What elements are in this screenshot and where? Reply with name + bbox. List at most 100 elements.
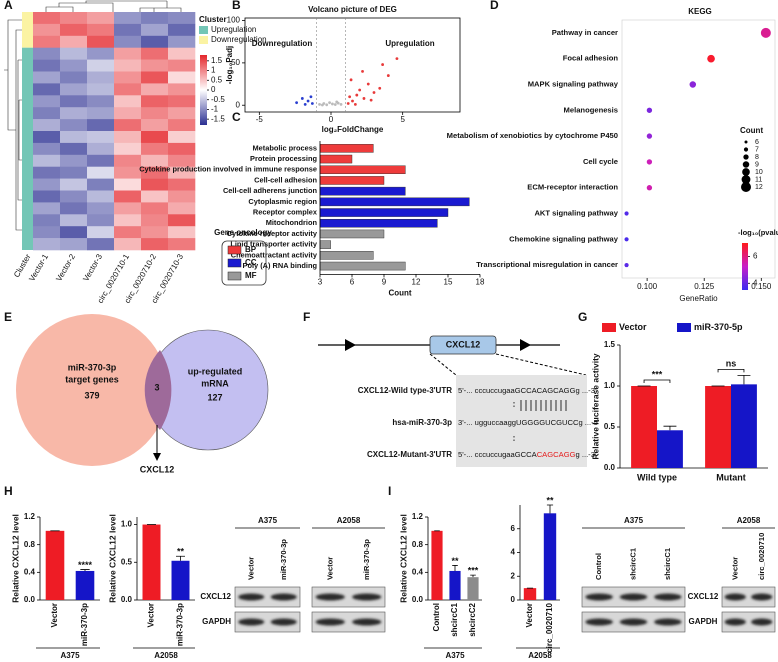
heatmap-cell <box>87 119 115 132</box>
venn-result: CXCL12 <box>140 464 175 474</box>
lane-label: miR-370-3p <box>279 539 288 580</box>
category-label: Metabolism of xenobiotics by cytochrome … <box>447 131 618 140</box>
legend-title: Cluster <box>199 15 227 24</box>
category-label: Pathway in cancer <box>552 28 618 37</box>
legend-label: miR-370-5p <box>694 322 743 332</box>
x-tick-label: circ_0020710 <box>545 602 554 652</box>
blot-row-label: CXCL12 <box>688 592 719 601</box>
y-tick-label: 0.0 <box>24 595 36 604</box>
heatmap-cell <box>33 202 61 215</box>
base-pairing <box>513 400 567 441</box>
error-bar <box>737 374 751 385</box>
point <box>318 102 321 106</box>
lane-label: circ_0020710 <box>757 533 766 580</box>
y-tick-label: 4 <box>511 548 516 557</box>
heatmap-cell <box>168 12 196 25</box>
point <box>381 63 384 66</box>
y-tick-label: 0.5 <box>604 422 616 431</box>
category-label: AKT signaling pathway <box>534 209 618 218</box>
heatmap-cell <box>60 83 88 96</box>
gene-arrow <box>345 339 356 351</box>
panel-letter: I <box>388 484 391 498</box>
size-legend-dot <box>743 147 749 152</box>
heatmap-cell <box>33 226 61 239</box>
point <box>395 57 399 61</box>
point <box>372 91 376 94</box>
heatmap-cell <box>141 35 169 48</box>
colorbar-label: -0.5 <box>211 95 225 104</box>
x-tick-label: 0 <box>329 115 334 124</box>
gene-arrow <box>520 339 531 351</box>
venn-right-label: mRNA <box>201 378 229 388</box>
point <box>346 102 350 105</box>
colorbar-label: -1 <box>211 105 219 114</box>
heatmap-cell <box>87 95 115 108</box>
heatmap-cell <box>168 178 196 191</box>
heatmap-cell <box>87 154 115 167</box>
bar <box>319 261 406 271</box>
lane-label: shcircC1 <box>663 547 672 580</box>
category-label: Cell-cell adherens junction <box>223 186 318 195</box>
category-label: Poly (A) RNA binding <box>243 261 318 270</box>
point <box>369 98 373 102</box>
heatmap-cell <box>33 12 61 25</box>
annotation: Upregulation <box>385 39 434 48</box>
dot <box>760 27 771 38</box>
heatmap-cell <box>168 202 196 215</box>
venn-left <box>16 314 168 466</box>
blot-background <box>721 611 776 633</box>
row-dendrogram <box>4 19 22 231</box>
y-tick-label: 1.0 <box>121 520 133 529</box>
plot-frame <box>621 19 776 279</box>
category-label: Cytokine production involved in immune r… <box>139 165 317 174</box>
heatmap-cell <box>87 59 115 72</box>
heatmap-cell <box>168 142 196 156</box>
heatmap-cell <box>114 71 142 84</box>
sequence-label: hsa-miR-370-3p <box>392 418 452 427</box>
legend-label: Vector <box>619 322 647 332</box>
lane-label: Vector <box>325 557 334 580</box>
colorbar-label: 1.5 <box>211 56 223 65</box>
heatmap-cell <box>114 238 142 251</box>
y-tick-label: 0.0 <box>604 463 616 472</box>
panel-letter: G <box>578 310 587 324</box>
heatmap-cell <box>114 142 142 156</box>
x-axis-label: A2058 <box>528 651 552 660</box>
heatmap-cell <box>141 226 169 239</box>
error-bar <box>452 565 458 571</box>
size-legend-dot <box>742 168 750 176</box>
heatmap-cell <box>168 23 196 37</box>
blot-background <box>721 586 776 608</box>
bar <box>75 570 95 600</box>
heatmap-cell <box>60 131 88 144</box>
heatmap-cell <box>87 214 115 227</box>
heatmap-cell <box>141 154 169 167</box>
x-tick-label: 18 <box>476 278 485 287</box>
bar <box>319 197 470 207</box>
size-legend-label: 9 <box>755 161 759 168</box>
heatmap-cell <box>33 238 61 251</box>
point <box>310 102 314 105</box>
point <box>358 88 362 92</box>
colorbar-label: 0 <box>211 85 216 94</box>
bar <box>467 577 479 600</box>
heatmap-cell <box>87 47 115 60</box>
heatmap-cell <box>114 35 142 48</box>
x-tick-label: 15 <box>444 278 453 287</box>
heatmap-cell <box>114 166 142 179</box>
heatmap-cell <box>114 59 142 72</box>
heatmap-cell <box>114 83 142 96</box>
heatmap-cell <box>141 95 169 108</box>
heatmap-cell <box>141 166 169 179</box>
bar <box>319 144 374 153</box>
dot <box>646 185 653 191</box>
bar <box>449 570 461 600</box>
legend-label: BP <box>245 245 257 254</box>
annotation: Downregulation <box>252 39 313 48</box>
sequence-label: CXCL12-Mutant-3'UTR <box>367 450 452 459</box>
heatmap-cell <box>141 83 169 96</box>
x-tick-label: 3 <box>318 278 323 287</box>
y-tick-label: 50 <box>231 58 240 67</box>
heatmap-cell <box>87 178 115 191</box>
